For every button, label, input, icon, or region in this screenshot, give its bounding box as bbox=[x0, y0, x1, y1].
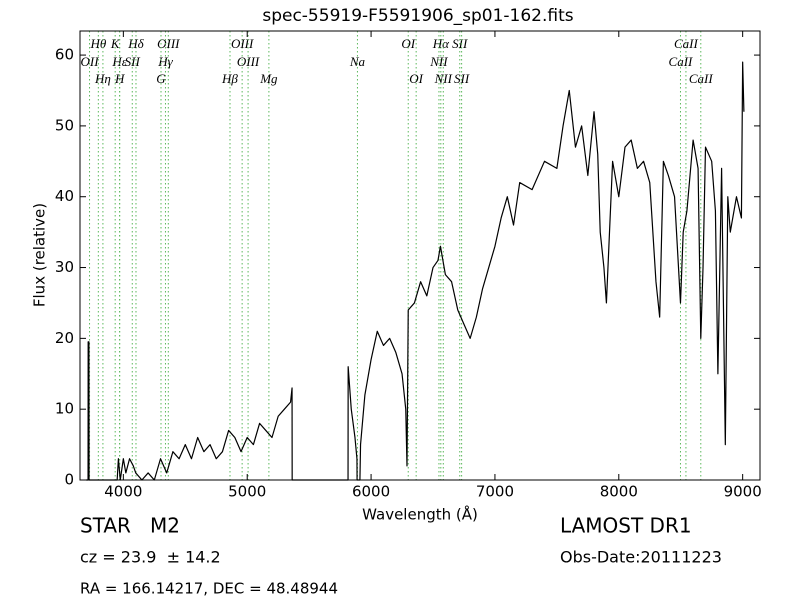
annotation-label: Hδ bbox=[127, 36, 144, 51]
survey: LAMOST DR1 bbox=[560, 514, 692, 538]
annotation-label: OI bbox=[409, 71, 423, 86]
y-tick-label: 20 bbox=[55, 329, 74, 347]
y-tick-label: 50 bbox=[55, 116, 74, 134]
annotation-label: Hθ bbox=[89, 36, 106, 51]
annotation-label: CaII bbox=[689, 71, 714, 86]
x-tick-label: 4000 bbox=[104, 483, 142, 501]
x-tick-label: 7000 bbox=[476, 483, 514, 501]
annotation-label: OIII bbox=[237, 54, 260, 69]
chart-title: spec-55919-F5591906_sp01-162.fits bbox=[262, 6, 573, 26]
annotation-label: NII bbox=[429, 54, 448, 69]
redshift: cz = 23.9 ± 14.2 bbox=[80, 548, 221, 567]
annotation-label: Hε bbox=[111, 54, 127, 69]
y-tick-label: 60 bbox=[55, 46, 74, 64]
annotation-label: SII bbox=[125, 54, 141, 69]
plot-frame bbox=[79, 30, 761, 481]
annotation-label: CaII bbox=[674, 36, 699, 51]
x-axis-label: Wavelength (Å) bbox=[362, 505, 478, 524]
annotation-label: Na bbox=[349, 54, 366, 69]
annotation-label: SII bbox=[452, 36, 468, 51]
annotation-label: Mg bbox=[259, 71, 278, 86]
y-axis-label: Flux (relative) bbox=[31, 203, 49, 307]
annotation-label: SII bbox=[454, 71, 470, 86]
annotation-label: Hβ bbox=[221, 71, 238, 86]
annotation-label: Hα bbox=[432, 36, 450, 51]
coordinates: RA = 166.14217, DEC = 48.48944 bbox=[80, 580, 338, 598]
annotation-label: Hη bbox=[94, 71, 111, 86]
obs-date: Obs-Date:20111223 bbox=[560, 548, 722, 567]
y-tick-label: 10 bbox=[55, 400, 74, 418]
spectrum-line bbox=[86, 61, 745, 481]
x-tick-label: 6000 bbox=[352, 483, 390, 501]
annotation-label: G bbox=[156, 71, 166, 86]
annotation-label: K bbox=[110, 36, 121, 51]
y-tick-label: 40 bbox=[55, 187, 74, 205]
y-tick-label: 30 bbox=[55, 258, 74, 276]
annotation-label: OII bbox=[81, 54, 100, 69]
annotation-label: OIII bbox=[231, 36, 254, 51]
object-class: STAR M2 bbox=[80, 514, 180, 538]
annotation-label: H bbox=[114, 71, 125, 86]
annotation-label: CaII bbox=[669, 54, 694, 69]
annotation-label: NII bbox=[434, 71, 453, 86]
x-tick-label: 5000 bbox=[228, 483, 266, 501]
annotation-label: OI bbox=[401, 36, 415, 51]
annotation-label: Hγ bbox=[157, 54, 173, 69]
annotation-label: OIII bbox=[157, 36, 180, 51]
x-tick-label: 9000 bbox=[724, 483, 762, 501]
y-tick-label: 0 bbox=[64, 471, 74, 489]
x-tick-label: 8000 bbox=[600, 483, 638, 501]
